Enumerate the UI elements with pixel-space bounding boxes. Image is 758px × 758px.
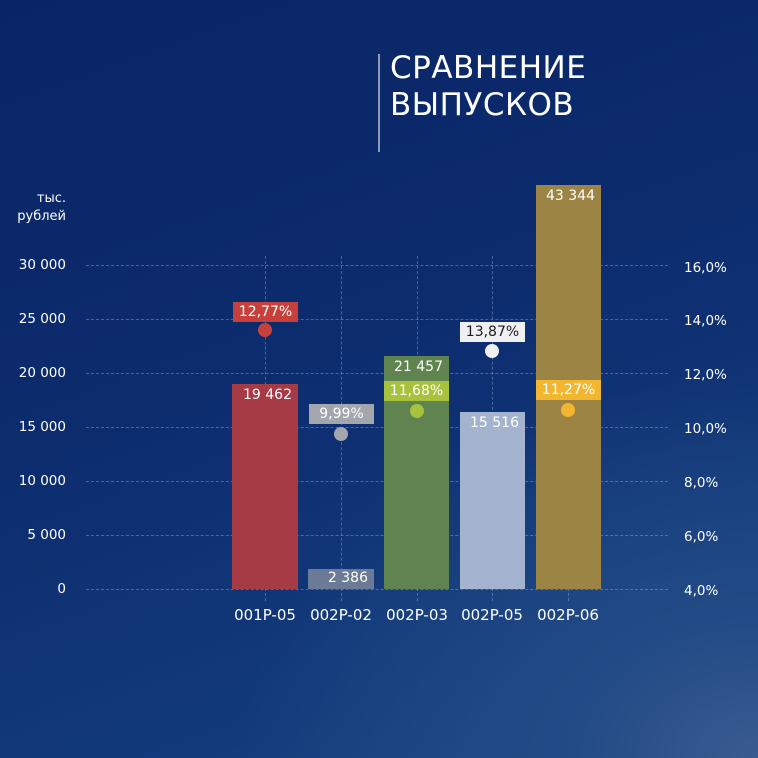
gridline-h <box>86 481 668 482</box>
gridline-h <box>86 319 668 320</box>
y-tick-left: 25 000 <box>18 311 66 327</box>
bar-001P-05[interactable]: 19 462 <box>232 384 298 589</box>
unit-line-2: рублей <box>17 209 66 224</box>
bar-002P-02[interactable]: 2 386 <box>308 569 374 589</box>
y-tick-right: 14,0% <box>684 313 727 329</box>
y-tick-right: 10,0% <box>684 421 727 437</box>
title-divider <box>378 54 380 152</box>
yield-label-002P-05: 13,87% <box>460 322 525 342</box>
gridline-h <box>86 427 668 428</box>
yield-label-001P-05: 12,77% <box>233 302 298 322</box>
bar-002P-05[interactable]: 15 516 <box>460 412 525 589</box>
x-label-002P-02: 002P-02 <box>310 606 372 624</box>
x-label-002P-05: 002P-05 <box>461 606 523 624</box>
y-tick-right: 16,0% <box>684 260 727 276</box>
y-tick-left: 5 000 <box>27 527 66 543</box>
unit-line-1: тыс. <box>36 191 66 206</box>
bar-value-label: 2 386 <box>327 570 368 586</box>
y-tick-right: 8,0% <box>684 475 719 491</box>
x-label-001P-05: 001P-05 <box>234 606 296 624</box>
y-tick-left: 30 000 <box>18 257 66 273</box>
y-tick-left: 10 000 <box>18 473 66 489</box>
yield-marker-002P-03[interactable] <box>410 404 424 418</box>
yield-marker-002P-02[interactable] <box>334 427 348 441</box>
gridline-h <box>86 535 668 536</box>
yield-label-002P-03: 11,68% <box>384 381 449 401</box>
bar-value-label: 21 457 <box>394 359 443 375</box>
y-tick-right: 4,0% <box>684 583 719 599</box>
yield-marker-002P-05[interactable] <box>485 344 499 358</box>
left-axis-unit: тыс. рублей <box>17 190 66 226</box>
yield-marker-001P-05[interactable] <box>258 323 272 337</box>
x-label-002P-06: 002P-06 <box>537 606 599 624</box>
x-label-002P-03: 002P-03 <box>386 606 448 624</box>
gridline-h <box>86 265 668 266</box>
bar-value-label: 15 516 <box>470 415 519 431</box>
gridline-h <box>86 589 668 590</box>
gridline-h <box>86 373 668 374</box>
yield-marker-002P-06[interactable] <box>561 403 575 417</box>
bar-value-label: 43 344 <box>546 188 595 204</box>
title-line-1: СРАВНЕНИЕ <box>390 50 587 86</box>
y-tick-left: 15 000 <box>18 419 66 435</box>
y-tick-right: 6,0% <box>684 529 719 545</box>
bar-value-label: 19 462 <box>243 387 292 403</box>
y-tick-left: 20 000 <box>18 365 66 381</box>
yield-label-002P-06: 11,27% <box>536 380 601 400</box>
y-tick-right: 12,0% <box>684 367 727 383</box>
chart-title: СРАВНЕНИЕ ВЫПУСКОВ <box>390 50 586 124</box>
yield-label-002P-02: 9,99% <box>309 404 374 424</box>
y-tick-left: 0 <box>57 581 66 597</box>
title-line-2: ВЫПУСКОВ <box>390 87 575 123</box>
